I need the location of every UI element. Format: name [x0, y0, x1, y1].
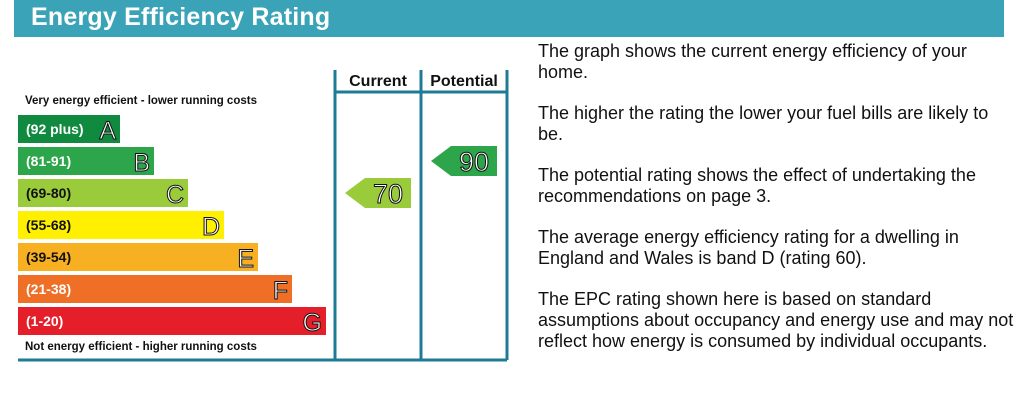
- current-rating-value: 70: [373, 179, 403, 209]
- band-range-label: (69-80): [26, 185, 71, 201]
- band-letter: C: [166, 181, 184, 209]
- column-header-potential: Potential: [430, 73, 498, 90]
- rating-bands: (92 plus) A (81-91) B (69-80) C (55-68) D (39-54…: [18, 115, 326, 338]
- band-d: [18, 211, 224, 239]
- epc-chart: Current Potential Very energy efficient …: [18, 70, 509, 362]
- bottom-label: Not energy efficient - higher running co…: [25, 341, 257, 353]
- band-range-label: (92 plus): [26, 121, 84, 137]
- band-letter: E: [237, 245, 254, 273]
- description-paragraph: The graph shows the current energy effic…: [538, 41, 967, 82]
- description-paragraph: The average energy efficiency rating for…: [538, 227, 959, 268]
- band-f: [18, 275, 292, 303]
- rating-arrows: 70 90: [345, 146, 497, 210]
- description-paragraph: The EPC rating shown here is based on st…: [538, 289, 1014, 351]
- band-b: [18, 147, 154, 175]
- band-c: [18, 179, 188, 207]
- band-g: [18, 307, 326, 335]
- band-range-label: (55-68): [26, 217, 71, 233]
- band-range-label: (21-38): [26, 281, 71, 297]
- top-label: Very energy efficient - lower running co…: [25, 95, 257, 107]
- band-letter: B: [133, 149, 150, 177]
- band-range-label: (81-91): [26, 153, 71, 169]
- potential-rating-value: 90: [459, 147, 489, 177]
- description-paragraph: The higher the rating the lower your fue…: [538, 103, 989, 144]
- page-title: Energy Efficiency Rating: [31, 3, 331, 31]
- description-panel: The graph shows the current energy effic…: [538, 41, 1014, 372]
- band-a: [18, 115, 120, 143]
- header-bar: Energy Efficiency Rating: [14, 0, 1004, 37]
- band-range-label: (39-54): [26, 249, 71, 265]
- potential-rating-arrow: [431, 146, 497, 176]
- band-letter: G: [303, 309, 322, 337]
- description-paragraph: The potential rating shows the effect of…: [538, 165, 976, 206]
- band-range-label: (1-20): [26, 313, 63, 329]
- band-letter: F: [273, 277, 288, 305]
- band-e: [18, 243, 258, 271]
- band-letter: A: [99, 117, 116, 145]
- band-letter: D: [202, 213, 220, 241]
- column-header-current: Current: [349, 73, 407, 90]
- current-rating-arrow: [345, 178, 411, 208]
